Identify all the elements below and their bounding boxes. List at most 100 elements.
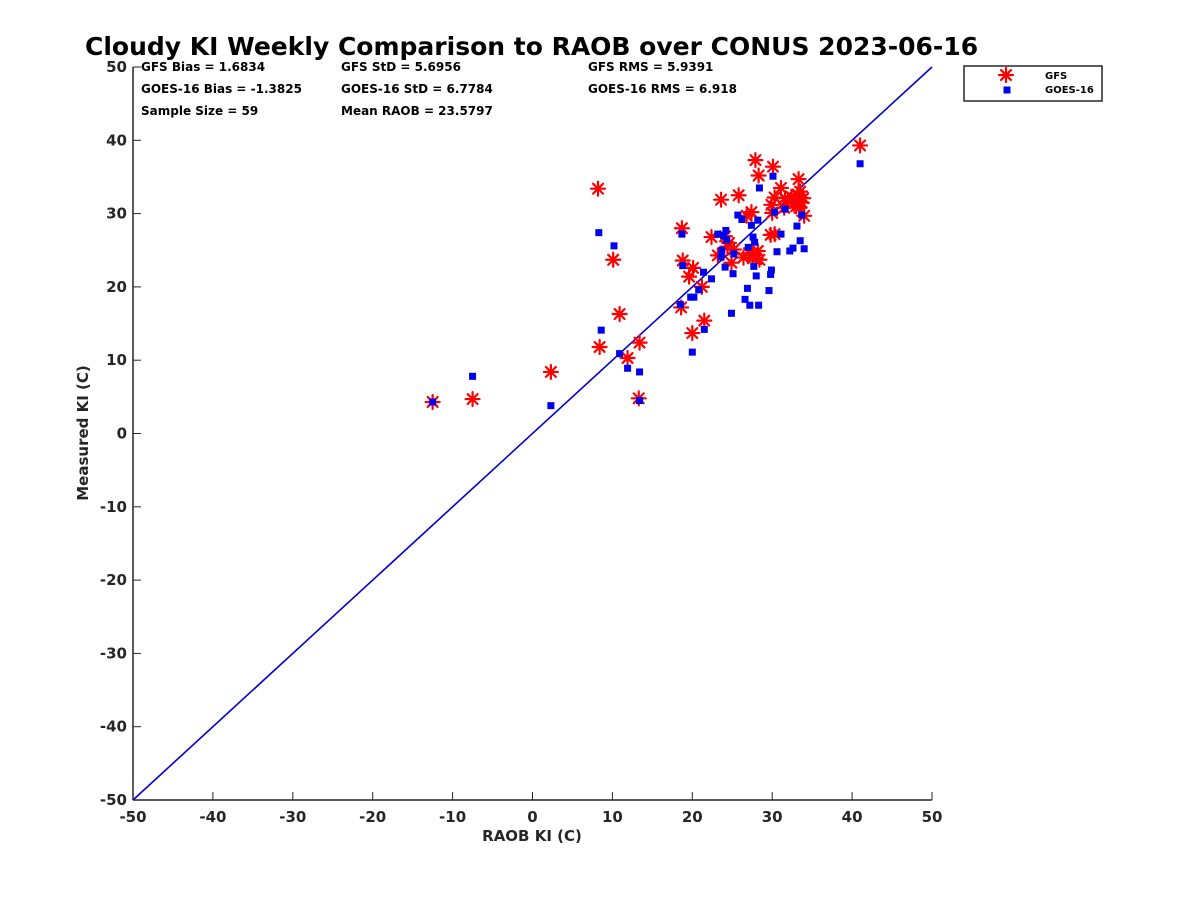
goes16-point (714, 230, 722, 238)
goes16-point (755, 184, 763, 192)
gfs-point (730, 187, 747, 204)
stat-gfs-std: GFS StD = 5.6956 (341, 60, 461, 74)
goes16-point (429, 398, 437, 406)
gfs-point (790, 171, 807, 188)
stat-mean-raob: Mean RAOB = 23.5797 (341, 104, 493, 118)
goes16-point (746, 301, 754, 309)
one-to-one-reference-line (132, 66, 933, 801)
legend-box (963, 65, 1103, 102)
goes16-point (707, 275, 715, 283)
goes16-point (771, 208, 779, 216)
y-tick-label: 40 (106, 131, 127, 149)
legend-gfs-asterisk (997, 66, 1015, 84)
plot-axes: -50 -40 -30 -20 -10 0 10 20 30 40 50 -50 -40 -30 -20 -1… (100, 58, 943, 826)
gfs-point (589, 180, 607, 197)
goes16-point (719, 232, 727, 240)
goes16-point (718, 246, 726, 254)
stat-goes16-rms: GOES-16 RMS = 6.918 (588, 82, 737, 96)
x-tick-label: -40 (199, 808, 226, 826)
x-tick-label: -20 (359, 808, 386, 826)
gfs-point (605, 251, 622, 268)
gfs-point (795, 190, 812, 207)
gfs-point (696, 312, 713, 329)
x-axis-label: RAOB KI (C) (482, 827, 582, 845)
gfs-point (684, 324, 701, 342)
goes16-point (597, 326, 605, 334)
goes16-point (747, 221, 755, 229)
goes16-point (754, 216, 762, 224)
goes16-point (741, 295, 749, 303)
goes16-point (624, 364, 632, 372)
x-tick-label: 30 (762, 808, 783, 826)
goes16-point (679, 262, 687, 270)
x-tick-label: 0 (527, 808, 537, 826)
legend-gfs-label: GFS (1045, 71, 1067, 82)
gfs-point (851, 137, 869, 154)
goes16-point (636, 397, 644, 405)
goes16-point (743, 284, 751, 292)
chart-title: Cloudy KI Weekly Comparison to RAOB over… (85, 32, 978, 61)
goes16-point (744, 243, 752, 251)
gfs-point (747, 151, 764, 169)
goes16-point (789, 244, 797, 252)
gfs-series (424, 137, 869, 411)
gfs-point (611, 305, 628, 323)
goes16-point (636, 368, 644, 376)
goes16-point (721, 263, 729, 271)
goes16-point (734, 211, 742, 219)
x-tick-label: 40 (842, 808, 863, 826)
goes16-point (793, 222, 801, 230)
y-tick-label: 50 (106, 58, 127, 76)
y-tick-label: 20 (106, 278, 127, 296)
goes16-point (730, 250, 738, 258)
stat-sample-size: Sample Size = 59 (141, 104, 258, 118)
gfs-point (684, 259, 702, 276)
y-tick-label: 0 (117, 425, 127, 443)
gfs-point (631, 334, 648, 351)
y-tick-label: -50 (100, 791, 127, 809)
x-tick-label: 50 (922, 808, 943, 826)
y-tick-label: -20 (100, 571, 127, 589)
gfs-point (712, 191, 730, 208)
goes16-point (695, 286, 703, 294)
goes16-point (717, 253, 725, 261)
goes16-point (767, 270, 775, 278)
goes16-point (752, 272, 760, 280)
goes16-point (798, 211, 806, 219)
x-tick-label: -50 (119, 808, 146, 826)
goes16-point (781, 205, 789, 213)
goes16-point (738, 215, 746, 223)
legend-goes16-marker (1003, 86, 1011, 94)
legend-goes16-label: GOES-16 (1045, 85, 1094, 96)
goes16-point (750, 262, 758, 270)
goes16-point (723, 236, 731, 244)
y-axis-label: Measured KI (C) (74, 365, 92, 501)
legend-gfs-marker (997, 66, 1015, 84)
goes16-point (767, 266, 775, 274)
goes16-point (755, 301, 763, 309)
y-tick-label: -40 (100, 718, 127, 736)
goes16-point (688, 348, 696, 356)
y-tick-label: -10 (100, 498, 127, 516)
goes16-point (729, 270, 737, 278)
gfs-point (619, 349, 636, 367)
goes16-point (773, 248, 781, 256)
goes16-point (678, 230, 686, 238)
gfs-point (743, 204, 760, 221)
y-tick-label: 10 (106, 351, 127, 369)
one-to-one-line (132, 66, 933, 801)
goes16-point (800, 245, 808, 253)
gfs-point (591, 338, 608, 356)
y-tick-label: 30 (106, 205, 127, 223)
x-tick-label: -30 (279, 808, 306, 826)
goes16-point (616, 350, 624, 358)
goes16-point (769, 172, 777, 180)
stat-gfs-rms: GFS RMS = 5.9391 (588, 60, 713, 74)
goes16-point (796, 237, 804, 245)
y-tick-label: -30 (100, 644, 127, 662)
goes16-point (610, 242, 618, 250)
goes16-point (856, 160, 864, 168)
legend: GFS GOES-16 (963, 65, 1103, 102)
gfs-point (542, 363, 559, 381)
